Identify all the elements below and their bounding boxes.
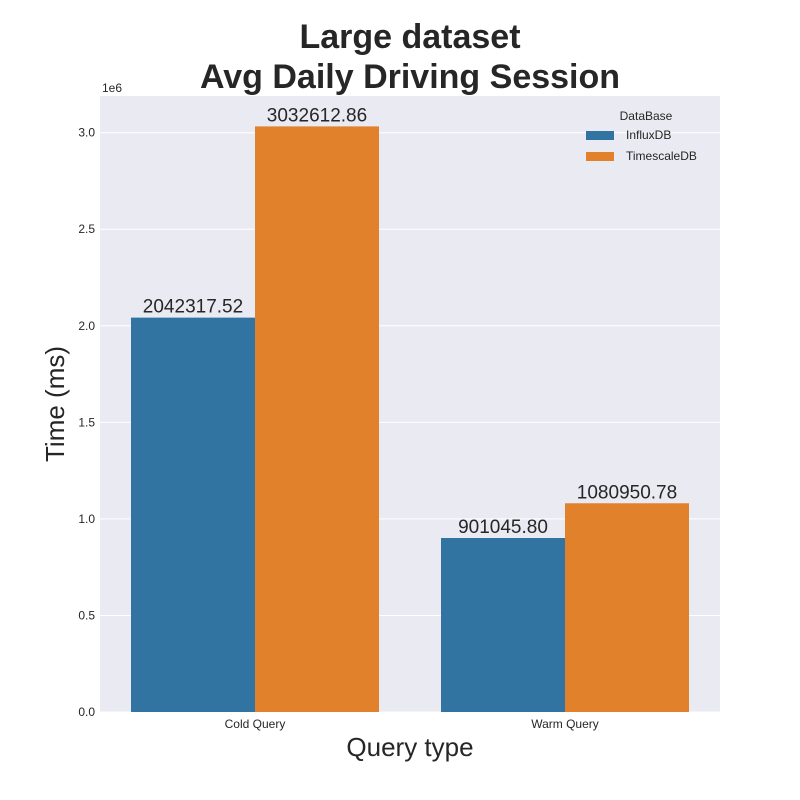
legend: DataBase InfluxDB TimescaleDB: [586, 109, 697, 163]
bar-influxdb-warm-query: [441, 538, 565, 712]
x-tick-labels: Cold Query Warm Query: [225, 717, 599, 731]
bars: [131, 126, 689, 713]
y-tick-labels: 0.0 0.5 1.0 1.5 2.0 2.5 3.0: [78, 126, 95, 719]
data-labels: 2042317.52 3032612.86 901045.80 1080950.78: [143, 105, 677, 538]
y-tick-label: 3.0: [78, 126, 95, 140]
bar-timescaledb-warm-query: [565, 503, 689, 712]
legend-swatch-influxdb: [586, 131, 614, 140]
data-label: 1080950.78: [577, 482, 677, 503]
legend-title: DataBase: [620, 109, 673, 123]
y-axis-label: Time (ms): [40, 346, 70, 462]
x-tick-label: Cold Query: [225, 717, 286, 731]
legend-label-influxdb: InfluxDB: [626, 128, 671, 142]
y-axis-offset-label: 1e6: [102, 81, 122, 95]
y-tick-label: 0.0: [78, 705, 95, 719]
bar-influxdb-cold-query: [131, 317, 255, 712]
data-label: 2042317.52: [143, 297, 243, 318]
y-tick-label: 2.0: [78, 319, 95, 333]
chart-title-line-1: Large dataset: [299, 18, 520, 56]
legend-label-timescaledb: TimescaleDB: [626, 149, 697, 163]
y-tick-label: 0.5: [78, 608, 95, 622]
legend-swatch-timescaledb: [586, 152, 614, 161]
x-tick-label: Warm Query: [531, 717, 599, 731]
y-tick-label: 1.5: [78, 415, 95, 429]
bar-timescaledb-cold-query: [255, 126, 379, 713]
y-tick-label: 1.0: [78, 512, 95, 526]
data-label: 3032612.86: [267, 105, 367, 126]
y-tick-label: 2.5: [78, 222, 95, 236]
data-label: 901045.80: [458, 517, 548, 538]
chart-title-line-2: Avg Daily Driving Session: [200, 58, 620, 96]
x-axis-label: Query type: [346, 732, 473, 762]
